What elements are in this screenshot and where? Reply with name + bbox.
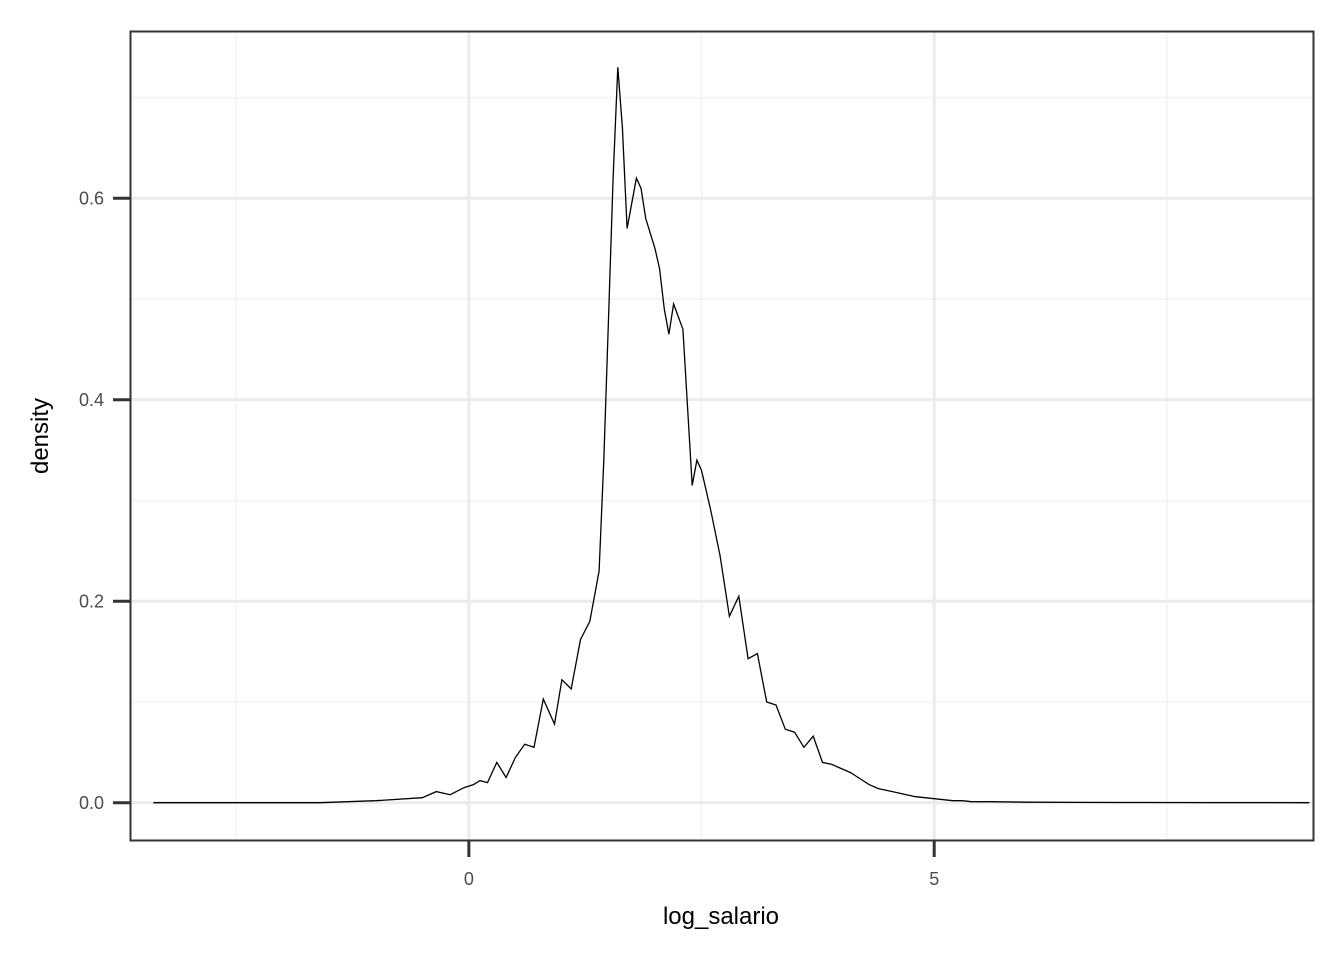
y-tick-label: 0.6	[79, 189, 104, 209]
y-tick-label: 0.2	[79, 592, 104, 612]
x-axis-title: log_salario	[663, 903, 779, 930]
x-tick-label: 0	[464, 869, 474, 889]
minor-gridlines	[131, 32, 1313, 840]
panel-border	[129, 30, 1315, 842]
y-axis-title: density	[27, 398, 54, 474]
density-curve	[153, 67, 1310, 804]
y-axis: 0.0 0.2 0.4 0.6	[79, 189, 130, 813]
x-tick-label: 5	[929, 869, 939, 889]
y-tick-label: 0.4	[79, 390, 104, 410]
y-tick-label: 0.0	[79, 793, 104, 813]
